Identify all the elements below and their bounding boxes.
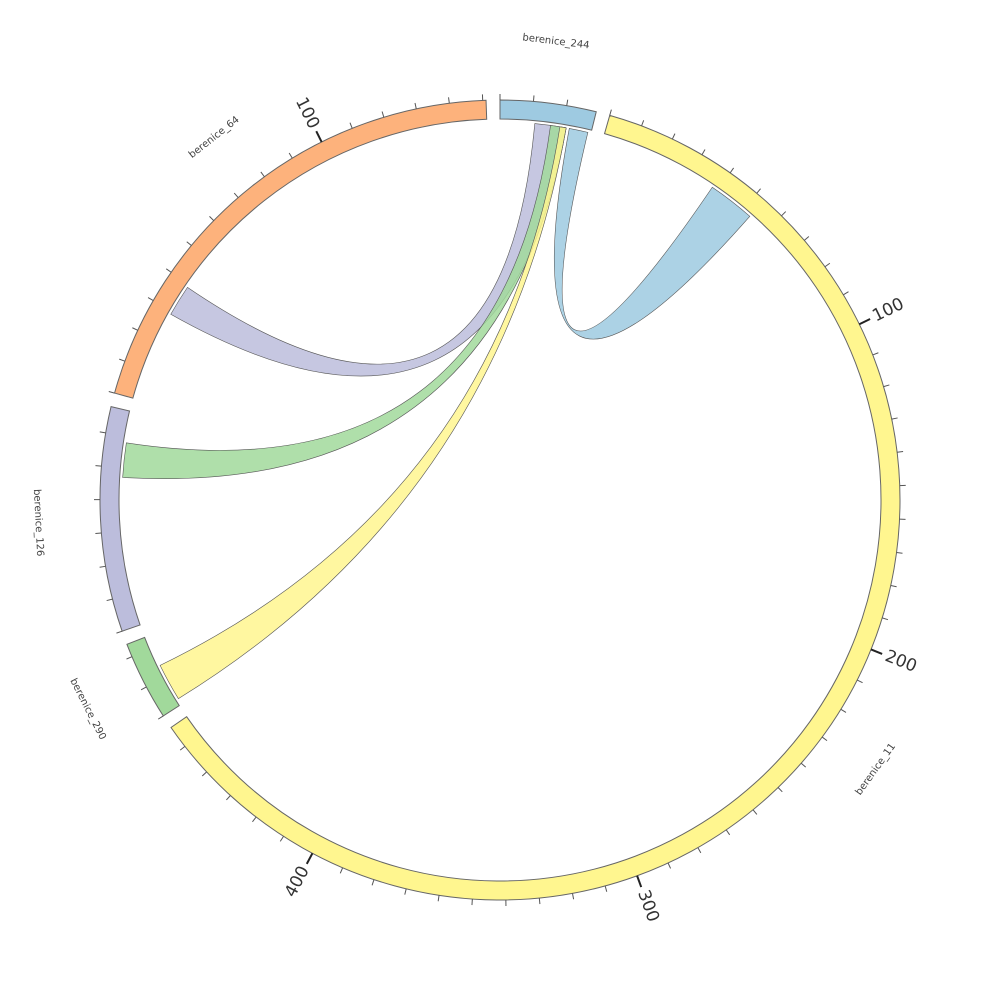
tick-mark (532, 95, 535, 102)
tick-mark (106, 598, 113, 602)
tick-mark (126, 656, 133, 660)
tick-mark (840, 708, 847, 713)
tick-label: 100 (869, 294, 907, 326)
major-tick (858, 318, 871, 326)
tick-mark (201, 771, 207, 777)
tick-mark (165, 268, 172, 273)
tick-mark (756, 188, 761, 194)
tick-label: 400 (281, 863, 314, 901)
tick-mark (209, 216, 215, 221)
chord (159, 126, 567, 700)
sector (170, 114, 901, 901)
tick-mark (108, 390, 115, 394)
tick-mark (437, 895, 440, 902)
tick-label: 300 (633, 887, 663, 924)
tick-mark (132, 327, 139, 331)
tick-mark (641, 120, 645, 127)
chord (170, 123, 567, 377)
tick-mark (147, 297, 154, 301)
tick-mark (157, 715, 164, 720)
tick-mark (856, 679, 863, 684)
tick-mark (729, 167, 735, 174)
tick-mark (777, 787, 783, 793)
tick-mark (448, 97, 450, 104)
chords (122, 123, 751, 700)
sector (499, 99, 597, 131)
tick-mark (671, 133, 676, 140)
tick-mark (701, 149, 706, 155)
tick-mark (99, 565, 106, 568)
chord (122, 125, 567, 479)
tick-mark (226, 795, 231, 801)
major-tick (870, 648, 883, 655)
tick-mark (404, 888, 407, 895)
sector (99, 405, 141, 632)
tick-mark (116, 630, 123, 634)
tick-mark (843, 291, 849, 296)
tick-mark (752, 809, 758, 815)
chord (553, 128, 751, 340)
sector (113, 99, 488, 399)
tick-mark (566, 99, 569, 106)
tick-mark (697, 847, 702, 854)
major-tick (636, 875, 643, 888)
tick-mark (896, 552, 903, 554)
tick-mark (279, 836, 284, 842)
tick-mark (349, 122, 353, 129)
tick-mark (288, 152, 293, 159)
tick-mark (339, 867, 344, 874)
tick-mark (803, 236, 810, 241)
sector-name: berenice_244 (522, 32, 590, 51)
tick-mark (252, 816, 257, 823)
tick-mark (890, 585, 897, 588)
tick-mark (119, 358, 126, 362)
tick-mark (667, 862, 672, 869)
sector-name: berenice_126 (31, 489, 45, 557)
major-tick (305, 852, 314, 865)
tick-mark (609, 109, 612, 116)
tick-mark (381, 111, 385, 118)
tick-mark (821, 736, 828, 742)
sector-name: berenice_11 (854, 741, 899, 797)
tick-mark (95, 465, 102, 467)
tick-label: 100 (291, 94, 323, 132)
tick-mark (872, 352, 879, 356)
tick-mark (897, 450, 904, 453)
tick-mark (891, 417, 898, 420)
tick-mark (179, 746, 186, 751)
tick-mark (882, 617, 889, 621)
tick-mark (800, 762, 807, 768)
tick-mark (572, 893, 575, 900)
tick-mark (824, 262, 831, 268)
tick-mark (414, 102, 417, 109)
tick-mark (99, 431, 106, 434)
tick-mark (604, 885, 608, 892)
tick-mark (140, 686, 147, 691)
major-tick (315, 130, 323, 143)
tick-mark (781, 211, 787, 217)
tick-mark (260, 171, 265, 178)
sector (126, 636, 180, 717)
sector-name: berenice_290 (67, 677, 107, 742)
sector-name: berenice_64 (187, 114, 242, 160)
tick-mark (725, 829, 731, 836)
tick-mark (233, 192, 239, 198)
tick-mark (883, 384, 890, 388)
tick-mark (371, 879, 375, 886)
tick-mark (538, 898, 541, 905)
tick-mark (186, 241, 192, 246)
tick-label: 200 (882, 646, 920, 677)
